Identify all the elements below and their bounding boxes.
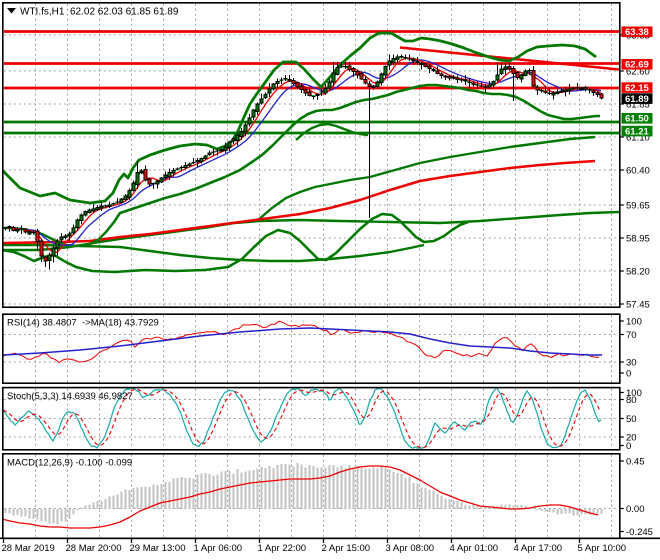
svg-text:62.69: 62.69: [625, 60, 649, 71]
svg-text:50: 50: [626, 414, 637, 425]
svg-text:62.60: 62.60: [626, 66, 650, 77]
svg-text:61.89: 61.89: [625, 94, 649, 105]
svg-text:58.20: 58.20: [626, 266, 650, 277]
svg-text:80: 80: [626, 395, 637, 406]
svg-text:100: 100: [626, 316, 642, 327]
svg-text:61.10: 61.10: [626, 132, 650, 143]
svg-text:20: 20: [626, 432, 637, 443]
svg-text:2 Apr 15:00: 2 Apr 15:00: [322, 543, 371, 554]
svg-text:3 Apr 08:00: 3 Apr 08:00: [386, 543, 435, 554]
svg-text:29 Mar 13:00: 29 Mar 13:00: [130, 543, 186, 554]
svg-text:0.45: 0.45: [626, 456, 645, 467]
svg-text:61.50: 61.50: [625, 114, 649, 125]
svg-text:63.38: 63.38: [625, 27, 649, 38]
svg-text:-0.245: -0.245: [626, 527, 653, 538]
svg-text:57.45: 57.45: [626, 299, 650, 310]
svg-text:1 Apr 06:00: 1 Apr 06:00: [194, 543, 243, 554]
svg-text:5 Apr 10:00: 5 Apr 10:00: [578, 543, 627, 554]
svg-text:4 Apr 01:00: 4 Apr 01:00: [450, 543, 499, 554]
svg-text:61.21: 61.21: [625, 126, 649, 137]
svg-text:100: 100: [626, 388, 642, 399]
svg-text:Stoch(5,3,3) 14.6939 46.9827: Stoch(5,3,3) 14.6939 46.9827: [7, 391, 133, 402]
svg-text:28 Mar 20:00: 28 Mar 20:00: [66, 543, 122, 554]
svg-text:4 Apr 17:00: 4 Apr 17:00: [514, 543, 563, 554]
svg-text:59.65: 59.65: [626, 200, 650, 211]
svg-text:0: 0: [626, 368, 631, 379]
svg-text:30: 30: [626, 357, 637, 368]
svg-text:0: 0: [626, 441, 631, 452]
svg-text:58.95: 58.95: [626, 233, 650, 244]
svg-text:62.15: 62.15: [625, 83, 649, 94]
svg-text:0.00: 0.00: [626, 504, 645, 515]
svg-text:70: 70: [626, 330, 637, 341]
svg-text:RSI(14) 38.4807 ->MA(18) 43.7: RSI(14) 38.4807 ->MA(18) 43.7929: [7, 318, 159, 329]
svg-text:MACD(12,26,9) -0.100 -0.099: MACD(12,26,9) -0.100 -0.099: [7, 458, 132, 469]
svg-text:60.40: 60.40: [626, 165, 650, 176]
svg-text:WTI.fs,H1 62.02 62.03 61.85 6: WTI.fs,H1 62.02 62.03 61.85 61.89: [20, 7, 179, 18]
svg-text:28 Mar 2019: 28 Mar 2019: [2, 543, 55, 554]
svg-text:61.85: 61.85: [626, 99, 650, 110]
svg-text:1 Apr 22:00: 1 Apr 22:00: [258, 543, 307, 554]
